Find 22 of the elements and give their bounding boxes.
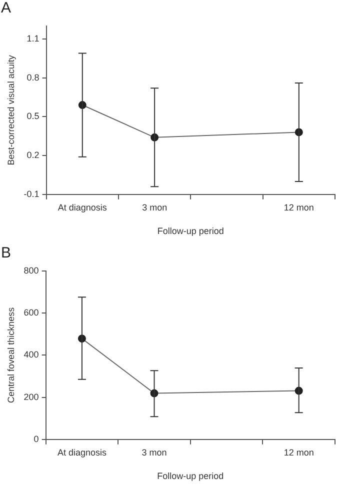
y-axis-title: Central foveal thickness xyxy=(6,306,16,403)
y-tick-label: -0.1 xyxy=(24,188,40,199)
y-tick-label: 0 xyxy=(34,434,39,444)
x-axis-title: Follow-up period xyxy=(157,226,224,236)
y-axis-title: Best-corrected visual acuity xyxy=(6,54,16,166)
chart-title: A xyxy=(1,0,12,17)
y-tick-label: 0.2 xyxy=(26,150,40,160)
x-tick-label: At diagnosis xyxy=(57,447,107,458)
x-tick-label: At diagnosis xyxy=(58,202,108,212)
y-tick-label: 1.1 xyxy=(26,33,40,44)
x-axis-title: Follow-up period xyxy=(157,471,224,482)
x-tick-label: 3 mon xyxy=(142,202,168,212)
y-tick-label: 400 xyxy=(24,350,39,360)
x-tick-label: 12 mon xyxy=(284,447,314,458)
x-tick-label: 3 mon xyxy=(142,447,167,458)
x-tick-label: 12 mon xyxy=(284,202,314,212)
y-tick-label: 0.5 xyxy=(26,111,40,122)
y-tick-label: 600 xyxy=(24,308,39,318)
chart-title: B xyxy=(1,244,12,262)
y-tick-label: 0.8 xyxy=(26,72,40,82)
y-tick-label: 800 xyxy=(24,265,39,276)
y-tick-label: 200 xyxy=(24,392,39,402)
